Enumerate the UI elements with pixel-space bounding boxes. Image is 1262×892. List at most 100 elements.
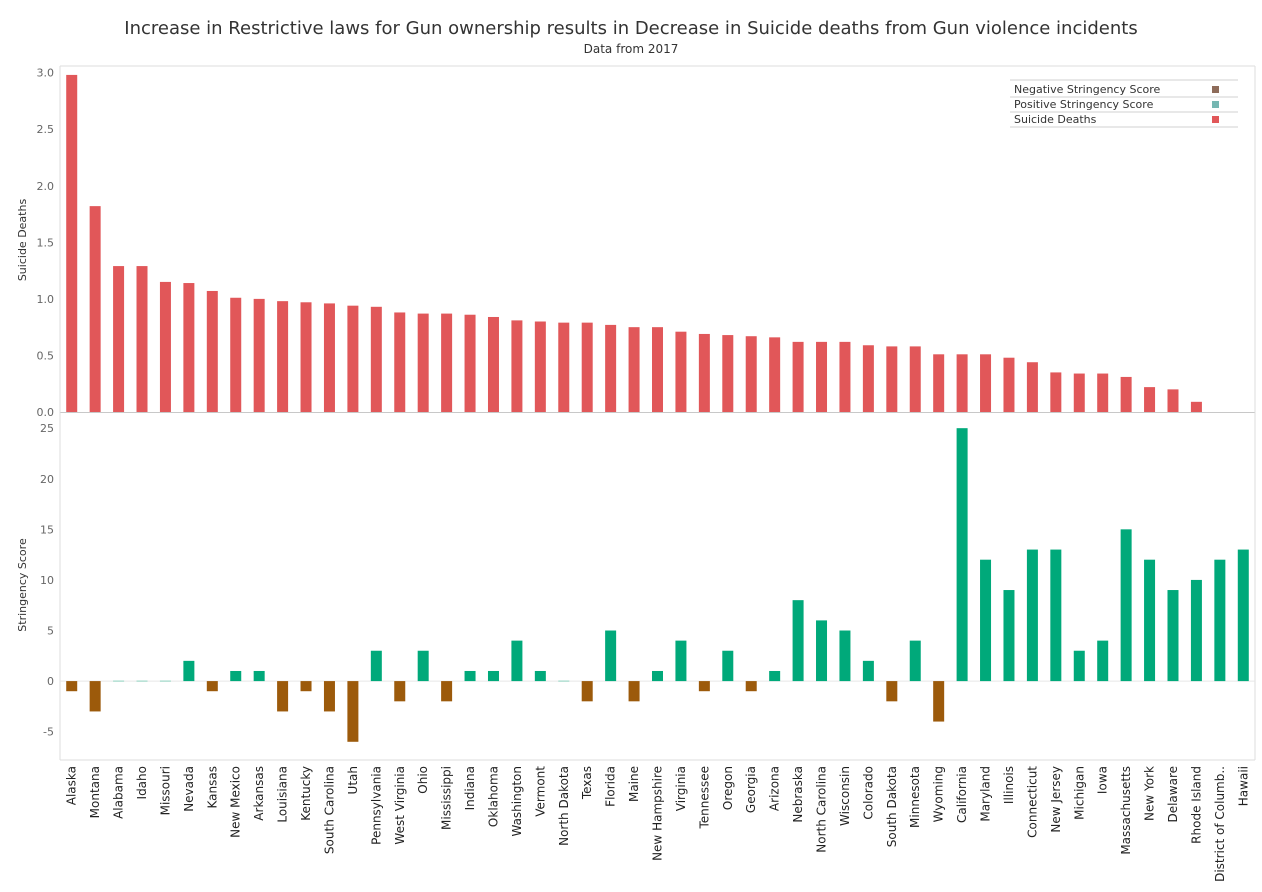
suicide-deaths-bar [1097, 373, 1109, 412]
legend-label: Negative Stringency Score [1014, 83, 1161, 96]
suicide-deaths-bar [464, 314, 476, 412]
category-label: Delaware [1166, 766, 1180, 823]
stringency-score-bar [980, 559, 992, 682]
suicide-deaths-bar [370, 306, 382, 412]
stringency-score-bar [487, 670, 499, 682]
y-tick-label: 0.0 [37, 406, 55, 419]
suicide-deaths-bar [230, 297, 242, 412]
suicide-deaths-bar [1003, 357, 1015, 412]
category-label: Maryland [979, 766, 993, 822]
category-label: Colorado [861, 766, 875, 820]
suicide-deaths-bar [183, 283, 195, 412]
suicide-deaths-bar [581, 322, 593, 412]
suicide-deaths-bar [89, 206, 101, 412]
category-label: North Dakota [557, 766, 571, 846]
stringency-score-bar [1237, 549, 1249, 682]
suicide-deaths-bar [300, 302, 312, 412]
stringency-score-bar [605, 630, 617, 682]
y-tick-label: 0 [47, 675, 54, 688]
stringency-score-bar [417, 650, 429, 682]
category-label: Washington [510, 766, 524, 837]
suicide-deaths-bar [792, 341, 804, 412]
stringency-score-bar [441, 681, 453, 702]
category-label: Idaho [135, 766, 149, 799]
stringency-score-bar [277, 681, 289, 712]
category-label: Louisiana [276, 766, 290, 823]
y-tick-label: 1.5 [37, 236, 55, 249]
suicide-deaths-bar [277, 301, 289, 412]
category-label: Alabama [112, 766, 126, 819]
category-label: California [955, 766, 969, 823]
suicide-deaths-bar [722, 335, 734, 412]
suicide-deaths-bar [1073, 373, 1085, 412]
category-label: Alaska [65, 766, 79, 805]
stringency-score-bar [581, 681, 593, 702]
legend-label: Suicide Deaths [1014, 113, 1097, 126]
stringency-score-bar [745, 681, 757, 692]
category-label: District of Columb.. [1213, 766, 1227, 882]
y-axis-title-suicide-deaths: Suicide Deaths [16, 199, 29, 282]
stringency-score-bar [1190, 579, 1202, 682]
y-axis-title-stringency-score: Stringency Score [16, 538, 29, 632]
category-label: Maine [627, 766, 641, 802]
category-label: Indiana [463, 766, 477, 810]
stringency-score-bars [66, 428, 1249, 742]
suicide-deaths-bar [558, 322, 570, 412]
suicide-deaths-bar [206, 290, 218, 412]
suicide-deaths-bar [980, 354, 992, 412]
y-tick-label: 2.0 [37, 180, 55, 193]
y-tick-label: 3.0 [37, 67, 55, 80]
suicide-deaths-bar [1120, 376, 1132, 412]
y-tick-label: 15 [40, 523, 54, 536]
stringency-score-bar [675, 640, 687, 682]
category-label: Pennsylvania [369, 766, 383, 845]
category-label: Montana [88, 766, 102, 818]
suicide-deaths-bar [862, 345, 874, 412]
category-label: South Carolina [322, 766, 336, 854]
stringency-score-bar [464, 670, 476, 682]
stringency-score-bar [113, 680, 125, 682]
stringency-score-axis: -5 0 5 10 15 20 25 [40, 422, 54, 738]
stringency-score-bar [206, 681, 218, 692]
suicide-deaths-bar [66, 74, 78, 412]
legend-swatch [1212, 116, 1219, 123]
stringency-score-bar [370, 650, 382, 682]
category-label: Minnesota [908, 766, 922, 828]
suicide-deaths-bar [159, 281, 171, 412]
stringency-score-bar [66, 681, 78, 692]
suicide-deaths-bar [1190, 401, 1202, 412]
suicide-deaths-bar [1144, 387, 1156, 412]
suicide-deaths-bar [745, 336, 757, 412]
y-tick-label: 1.0 [37, 293, 55, 306]
suicide-deaths-bar [1026, 362, 1038, 412]
category-label: Georgia [744, 766, 758, 813]
stringency-score-bar [1097, 640, 1109, 682]
stringency-score-bar [136, 680, 148, 682]
suicide-deaths-bar [839, 341, 851, 412]
category-label: Nebraska [791, 766, 805, 823]
category-label: Virginia [674, 766, 688, 811]
suicide-deaths-bar [347, 305, 359, 412]
category-label: Oklahoma [486, 766, 500, 827]
legend-label: Positive Stringency Score [1014, 98, 1154, 111]
y-tick-label: 5 [47, 625, 54, 638]
category-label: Kentucky [299, 766, 313, 821]
stringency-score-bar [839, 630, 851, 682]
suicide-deaths-bar [886, 346, 898, 412]
legend: Negative Stringency Score Positive String… [1010, 79, 1238, 128]
stringency-score-bar [816, 620, 828, 682]
category-label: Missouri [158, 766, 172, 815]
suicide-deaths-bar [487, 316, 499, 412]
category-label: Iowa [1096, 766, 1110, 794]
stringency-score-bar [1050, 549, 1062, 682]
stringency-score-bar [558, 680, 570, 682]
suicide-deaths-bar [652, 327, 663, 412]
suicide-deaths-bar [394, 312, 406, 412]
category-label: Massachusetts [1119, 766, 1133, 855]
category-label: Oregon [721, 766, 735, 810]
category-label: Arkansas [252, 766, 266, 821]
chart-subtitle: Data from 2017 [584, 42, 679, 56]
suicide-deaths-bar [769, 337, 781, 412]
category-label: Utah [346, 766, 360, 794]
